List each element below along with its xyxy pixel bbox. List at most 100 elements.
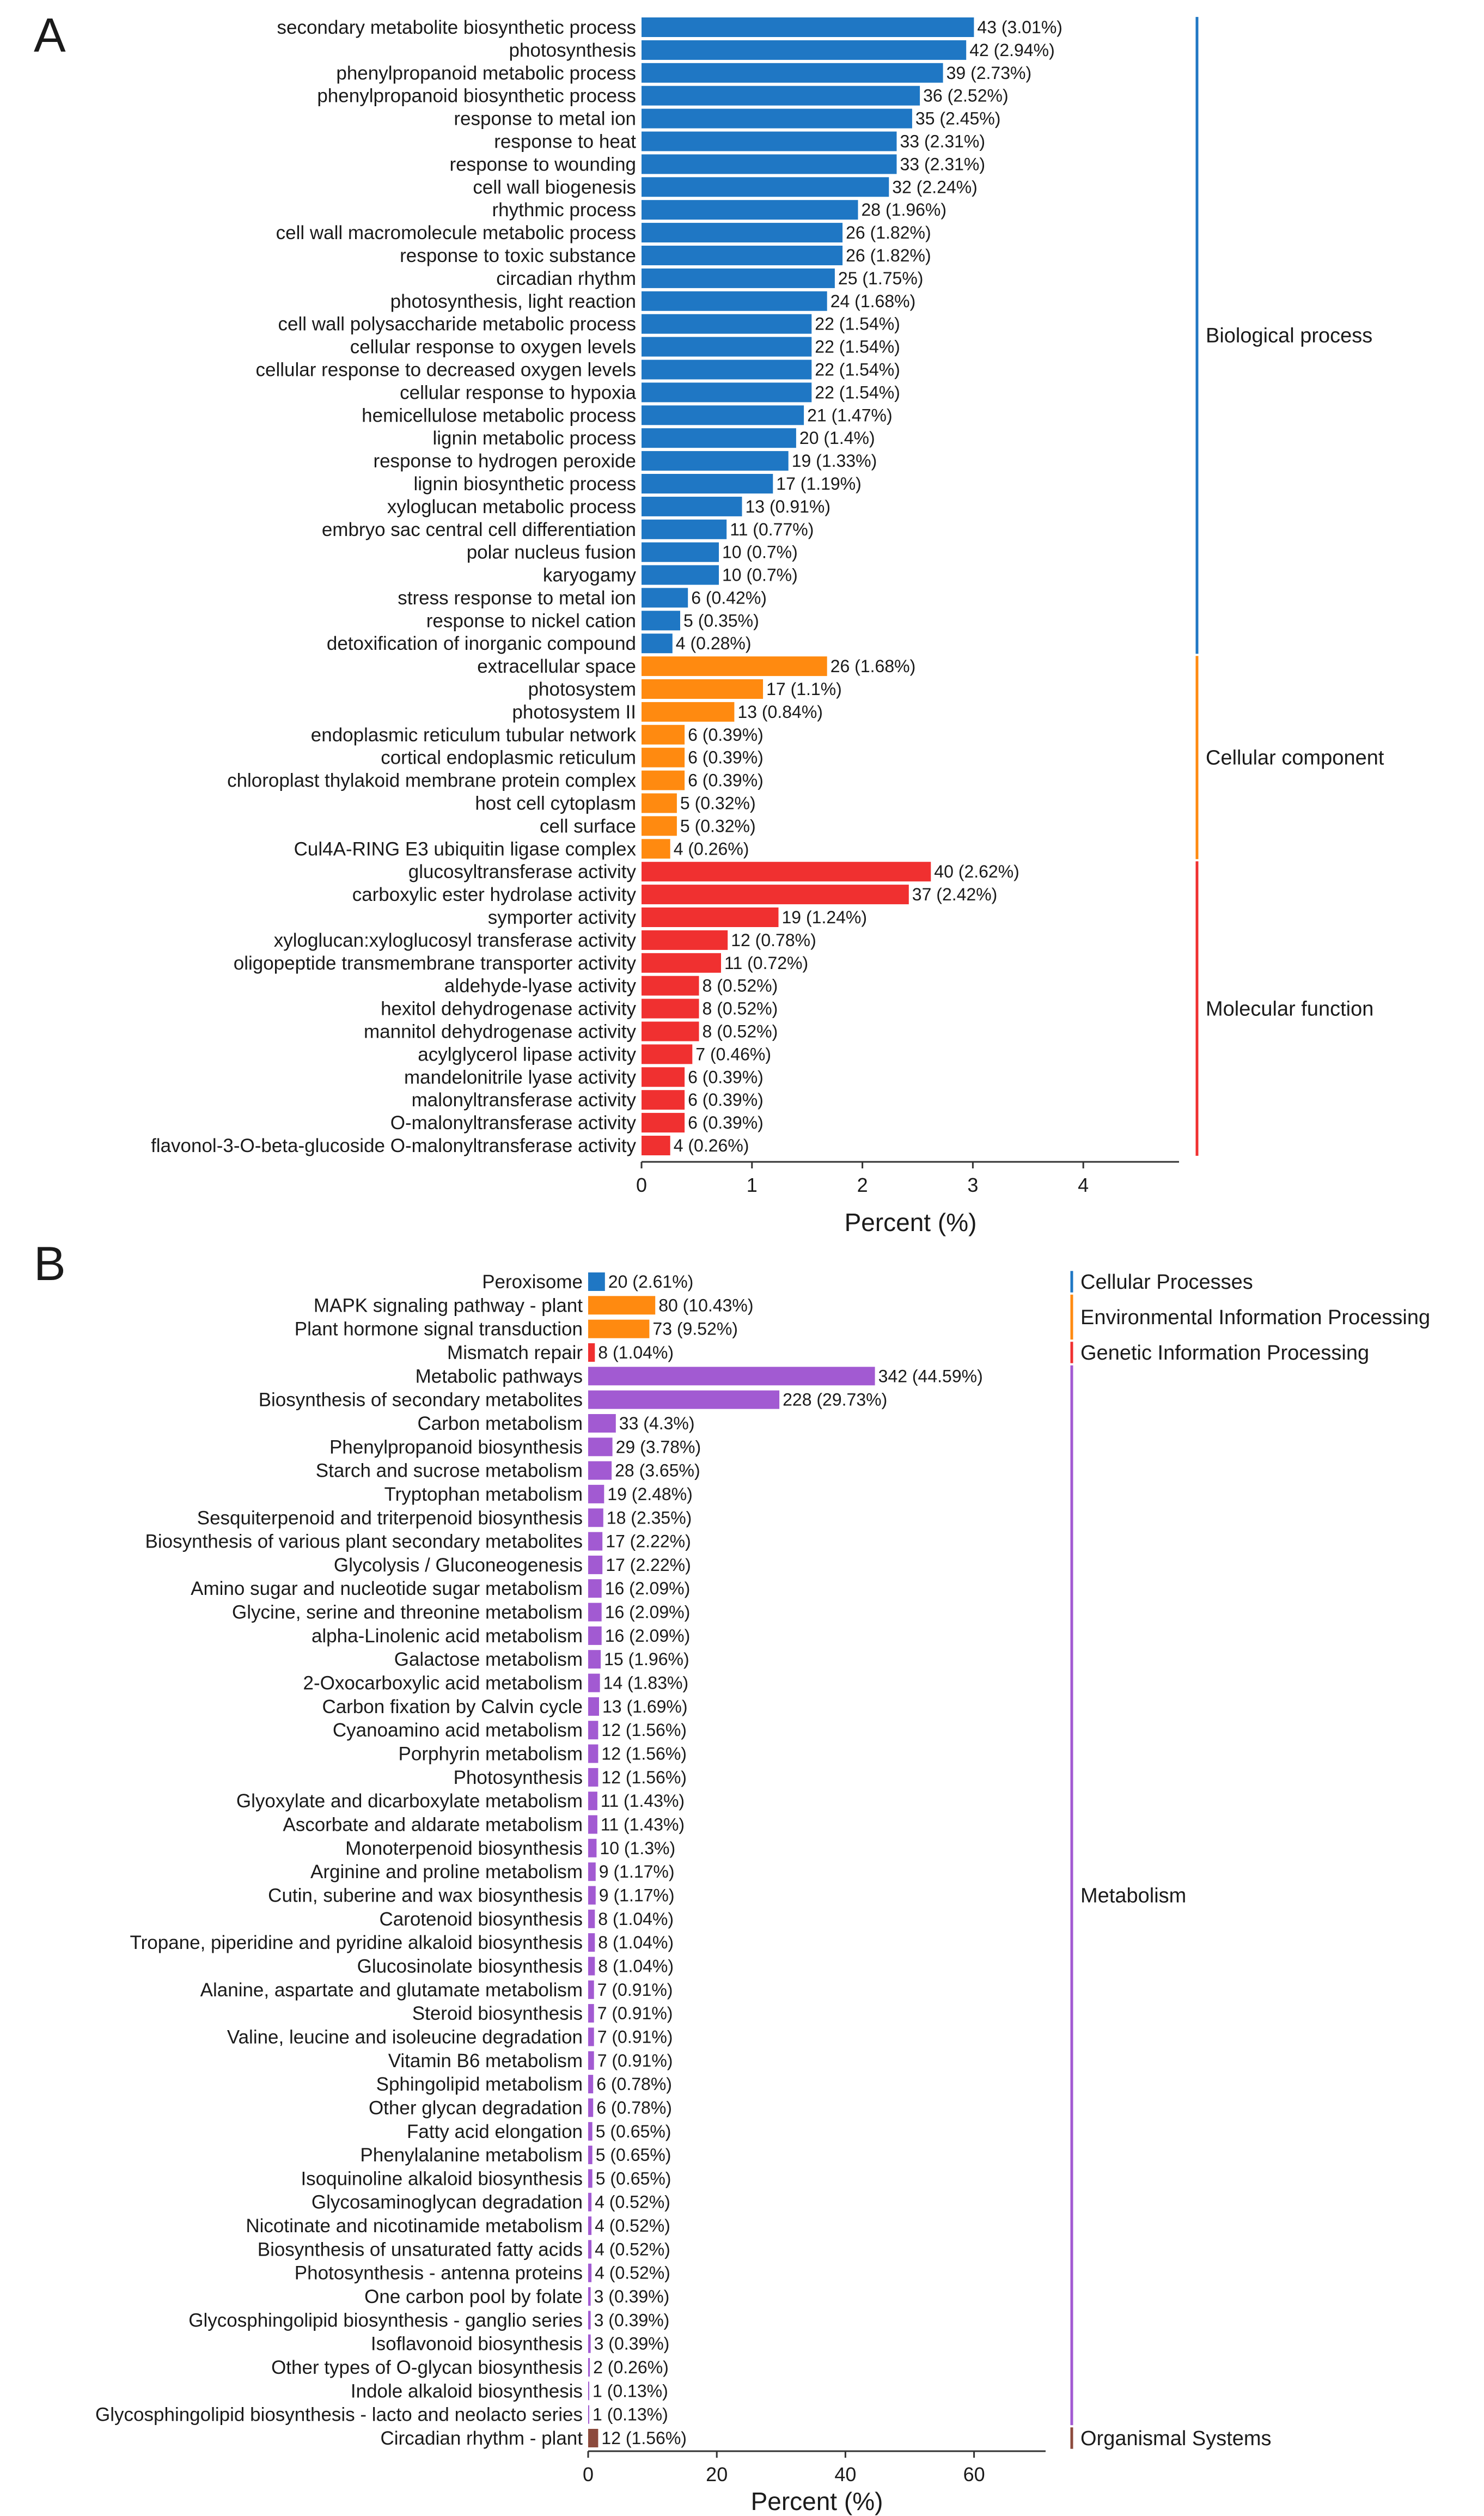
value-label: 42 (2.94%) bbox=[969, 40, 1055, 60]
category-label: Cyanoamino acid metabolism bbox=[333, 1720, 583, 1741]
value-label: 22 (1.54%) bbox=[815, 314, 900, 334]
value-label: 22 (1.54%) bbox=[815, 337, 900, 357]
category-label: One carbon pool by folate bbox=[364, 2286, 583, 2307]
category-label: Tropane, piperidine and pyridine alkaloi… bbox=[130, 1932, 583, 1953]
value-label: 7 (0.46%) bbox=[695, 1044, 771, 1064]
value-label: 12 (1.56%) bbox=[601, 2428, 687, 2448]
value-label: 1 (0.13%) bbox=[593, 2381, 668, 2401]
bar-photosystem-ii bbox=[642, 702, 735, 722]
bar-tropane-piperidine-and-pyridine-alkaloid-biosynthesis bbox=[588, 1933, 595, 1952]
value-label: 5 (0.35%) bbox=[683, 611, 759, 630]
bar-host-cell-cytoplasm bbox=[642, 793, 677, 813]
bar-alanine-aspartate-and-glutamate-metabolism bbox=[588, 1980, 594, 1999]
bar-circadian-rhythm bbox=[642, 268, 835, 288]
value-label: 35 (2.45%) bbox=[915, 109, 1001, 129]
x-tick-label: 0 bbox=[583, 2463, 594, 2485]
category-label: mannitol dehydrogenase activity bbox=[364, 1021, 637, 1043]
bar-endoplasmic-reticulum-tubular-network bbox=[642, 724, 685, 745]
bar-carbon-metabolism bbox=[588, 1414, 616, 1433]
category-label: Carbon metabolism bbox=[418, 1413, 583, 1434]
value-label: 5 (0.65%) bbox=[596, 2122, 671, 2141]
value-label: 16 (2.09%) bbox=[605, 1603, 691, 1622]
bar-lignin-biosynthetic-process bbox=[642, 474, 773, 494]
value-label: 7 (0.91%) bbox=[597, 2027, 673, 2046]
value-label: 12 (1.56%) bbox=[601, 1768, 687, 1787]
category-label: Glycosaminoglycan degradation bbox=[312, 2192, 583, 2213]
value-label: 37 (2.42%) bbox=[912, 885, 998, 904]
category-label: Cutin, suberine and wax biosynthesis bbox=[268, 1885, 583, 1906]
category-label: symporter activity bbox=[488, 907, 637, 928]
bar-sphingolipid-metabolism bbox=[588, 2075, 594, 2094]
category-label: phenylpropanoid biosynthetic process bbox=[317, 86, 636, 107]
bar-aldehyde-lyase-activity bbox=[642, 976, 699, 996]
category-label: oligopeptide transmembrane transporter a… bbox=[234, 953, 637, 974]
category-label: response to toxic substance bbox=[400, 245, 636, 266]
value-label: 5 (0.65%) bbox=[596, 2168, 671, 2188]
bar-isoquinoline-alkaloid-biosynthesis bbox=[588, 2169, 593, 2188]
bar-cyanoamino-acid-metabolism bbox=[588, 1721, 599, 1740]
category-label: Peroxisome bbox=[482, 1271, 583, 1293]
value-label: 342 (44.59%) bbox=[878, 1366, 983, 1386]
group-label-cellular-component: Cellular component bbox=[1206, 747, 1384, 770]
bar-cortical-endoplasmic-reticulum bbox=[642, 747, 685, 767]
category-label: aldehyde-lyase activity bbox=[444, 976, 637, 997]
bar-porphyrin-metabolism bbox=[588, 1744, 599, 1763]
bar-cell-wall-biogenesis bbox=[642, 177, 889, 197]
category-label: Starch and sucrose metabolism bbox=[316, 1460, 583, 1482]
bar-monoterpenoid-biosynthesis bbox=[588, 1838, 597, 1857]
bar-glycosphingolipid-biosynthesis-ganglio-series bbox=[588, 2311, 591, 2330]
category-label: Vitamin B6 metabolism bbox=[388, 2050, 583, 2072]
category-label: Circadian rhythm - plant bbox=[380, 2428, 583, 2449]
value-label: 1 (0.13%) bbox=[593, 2405, 668, 2424]
value-label: 6 (0.39%) bbox=[688, 725, 764, 745]
x-tick-label: 3 bbox=[967, 1174, 978, 1196]
value-label: 6 (0.39%) bbox=[688, 1090, 764, 1110]
value-label: 20 (1.4%) bbox=[799, 428, 875, 448]
x-tick-label: 60 bbox=[963, 2463, 985, 2485]
category-label: Phenylalanine metabolism bbox=[360, 2145, 583, 2166]
bar-oligopeptide-transmembrane-transporter-activity bbox=[642, 953, 721, 973]
category-label: Other glycan degradation bbox=[369, 2097, 583, 2118]
bar-photosynthesis-antenna-proteins bbox=[588, 2263, 592, 2282]
group-label-molecular-function: Molecular function bbox=[1206, 998, 1373, 1021]
category-label: Amino sugar and nucleotide sugar metabol… bbox=[191, 1578, 583, 1599]
category-label: phenylpropanoid metabolic process bbox=[336, 63, 636, 84]
bar-glycine-serine-and-threonine-metabolism bbox=[588, 1603, 602, 1622]
bar-steroid-biosynthesis bbox=[588, 2004, 594, 2023]
bar-response-to-heat bbox=[642, 131, 897, 151]
category-label: Mismatch repair bbox=[447, 1342, 583, 1363]
value-label: 6 (0.39%) bbox=[688, 748, 764, 767]
bar-biosynthesis-of-secondary-metabolites bbox=[588, 1390, 780, 1409]
bar-phenylpropanoid-biosynthetic-process bbox=[642, 86, 920, 106]
bar-cell-wall-polysaccharide-metabolic-process bbox=[642, 314, 812, 334]
value-label: 16 (2.09%) bbox=[605, 1579, 691, 1598]
bar-other-glycan-degradation bbox=[588, 2098, 594, 2117]
category-label: response to nickel cation bbox=[426, 610, 636, 631]
category-label: hexitol dehydrogenase activity bbox=[381, 998, 636, 1020]
value-label: 43 (3.01%) bbox=[977, 17, 1062, 37]
x-tick-label: 40 bbox=[834, 2463, 856, 2485]
category-label: cellular response to decreased oxygen le… bbox=[256, 360, 636, 381]
category-label: response to heat bbox=[494, 131, 636, 153]
bar-photosynthesis bbox=[588, 1768, 599, 1787]
category-label: embryo sac central cell differentiation bbox=[322, 519, 636, 540]
value-label: 80 (10.43%) bbox=[658, 1295, 753, 1315]
bar-response-to-wounding bbox=[642, 154, 897, 174]
bar-galactose-metabolism bbox=[588, 1650, 601, 1669]
bar-metabolic-pathways bbox=[588, 1367, 875, 1386]
value-label: 33 (2.31%) bbox=[900, 132, 986, 151]
value-label: 25 (1.75%) bbox=[838, 269, 924, 288]
value-label: 8 (0.52%) bbox=[703, 1022, 778, 1041]
category-label: Ascorbate and aldarate metabolism bbox=[283, 1814, 583, 1836]
category-label: Glycosphingolipid biosynthesis - lacto a… bbox=[95, 2404, 583, 2426]
category-label: rhythmic process bbox=[492, 199, 636, 221]
value-label: 7 (0.91%) bbox=[597, 2003, 673, 2023]
value-label: 33 (4.3%) bbox=[619, 1414, 695, 1433]
category-label: Glucosinolate biosynthesis bbox=[357, 1956, 583, 1977]
category-label: endoplasmic reticulum tubular network bbox=[311, 724, 637, 746]
category-label: O-malonyltransferase activity bbox=[390, 1112, 637, 1134]
bar-malonyltransferase-activity bbox=[642, 1090, 685, 1110]
bar-amino-sugar-and-nucleotide-sugar-metabolism bbox=[588, 1579, 602, 1598]
group-label-environmental-information-processing: Environmental Information Processing bbox=[1080, 1306, 1430, 1329]
category-label: photosystem bbox=[528, 679, 636, 700]
